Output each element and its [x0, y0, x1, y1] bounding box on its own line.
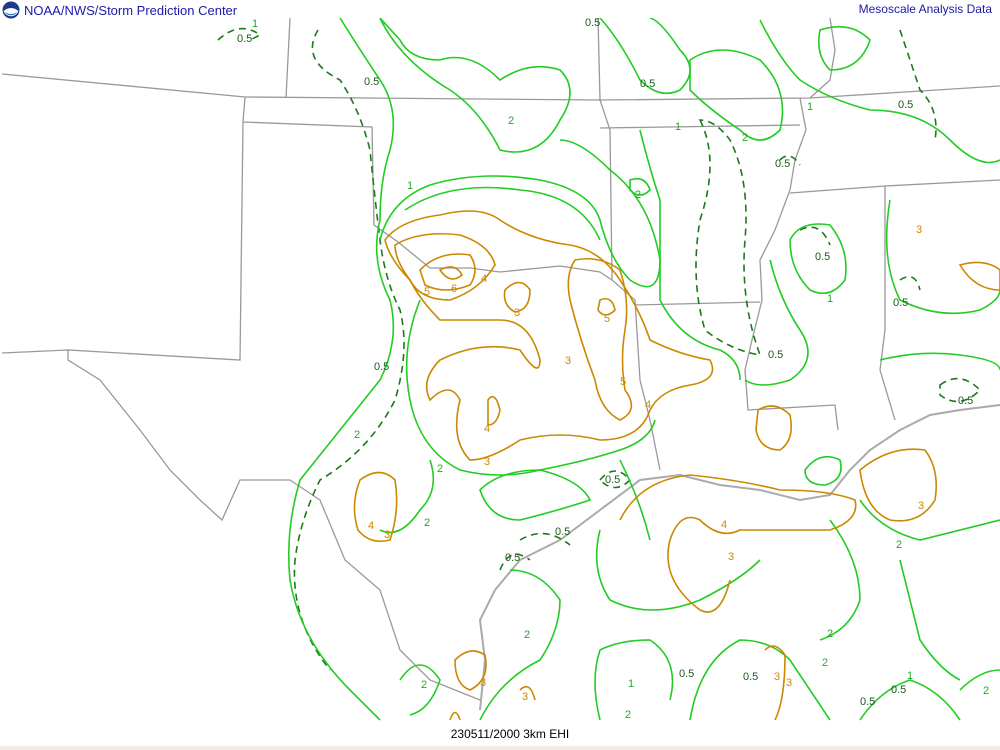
state-borders	[1, 18, 1000, 701]
contour-label: 1	[628, 678, 634, 690]
header-branding: NOAA/NWS/Storm Prediction Center	[2, 1, 237, 19]
ehi-contours-green	[287, 18, 1000, 721]
contour-label: 0.5	[860, 696, 875, 708]
contour-label: 0.5	[768, 349, 783, 361]
contour-label: 4	[368, 520, 374, 532]
contour-label: 1	[827, 293, 833, 305]
contour-label: 2	[635, 189, 641, 201]
contour-label: 2	[822, 657, 828, 669]
contour-label: 5	[620, 376, 626, 388]
contour-labels: 0.5 1 0.5 0.5 2 0.5 1 2 0.5 2 1 0.5 1 0.…	[237, 18, 989, 721]
contour-label: 2	[625, 709, 631, 721]
contour-label: 1	[407, 180, 413, 192]
contour-label: 3	[484, 456, 490, 468]
spc-title[interactable]: NOAA/NWS/Storm Prediction Center	[24, 2, 238, 18]
contour-label: 2	[424, 517, 430, 529]
contour-label: 2	[354, 429, 360, 441]
contour-label: 2	[983, 685, 989, 697]
contour-label: 2	[827, 628, 833, 640]
contour-label: 3	[565, 355, 571, 367]
contour-label: 3	[480, 677, 486, 689]
contour-label: 0.5	[679, 668, 694, 680]
contour-label: 3	[514, 307, 520, 319]
contour-label: 2	[421, 679, 427, 691]
coastline	[478, 404, 1000, 711]
noaa-logo-icon	[2, 1, 20, 19]
contour-label: 4	[481, 273, 487, 285]
ehi-contours-orange	[353, 210, 1000, 721]
contour-label: 0.5	[958, 395, 973, 407]
contour-label: 3	[384, 529, 390, 541]
contour-label: 4	[484, 423, 490, 435]
contour-label: 5	[424, 286, 430, 298]
contour-label: 3	[728, 551, 734, 563]
contour-label: 3	[786, 677, 792, 689]
contour-label: 0.5	[555, 526, 570, 538]
map-caption: 230511/2000 3km EHI	[450, 727, 570, 741]
contour-label: 1	[252, 18, 258, 30]
contour-label: 2	[437, 463, 443, 475]
mesoscale-analysis-link[interactable]: Mesoscale Analysis Data	[858, 2, 992, 16]
contour-label: 1	[675, 121, 681, 133]
contour-label: 0.5	[374, 361, 389, 373]
contour-label: 2	[508, 115, 514, 127]
bottom-band	[0, 746, 1000, 750]
contour-label: 2	[896, 539, 902, 551]
contour-label: 0.5	[898, 99, 913, 111]
contour-label: 2	[524, 629, 530, 641]
contour-label: 3	[774, 671, 780, 683]
contour-label: 2	[742, 132, 748, 144]
contour-label: 1	[907, 670, 913, 682]
contour-label: 4	[721, 519, 727, 531]
contour-label: 0.5	[815, 251, 830, 263]
contour-label: 0.5	[605, 474, 620, 486]
contour-label: 0.5	[640, 78, 655, 90]
contour-label: 3	[918, 500, 924, 512]
ehi-map: 0.5 1 0.5 0.5 2 0.5 1 2 0.5 2 1 0.5 1 0.…	[1, 18, 1000, 721]
contour-label: 0.5	[893, 297, 908, 309]
contour-label: 0.5	[775, 158, 790, 170]
contour-label: 5	[604, 313, 610, 325]
contour-label: 0.5	[364, 76, 379, 88]
contour-label: 0.5	[237, 33, 252, 45]
contour-label: 1	[807, 101, 813, 113]
contour-label: 0.5	[891, 684, 906, 696]
contour-label: 4	[645, 399, 651, 411]
contour-label: 0.5	[585, 18, 600, 29]
contour-label: 0.5	[743, 671, 758, 683]
contour-label: 0.5	[505, 552, 520, 564]
contour-label: 3	[522, 691, 528, 703]
contour-label: 3	[916, 224, 922, 236]
contour-label: 6	[451, 283, 457, 295]
